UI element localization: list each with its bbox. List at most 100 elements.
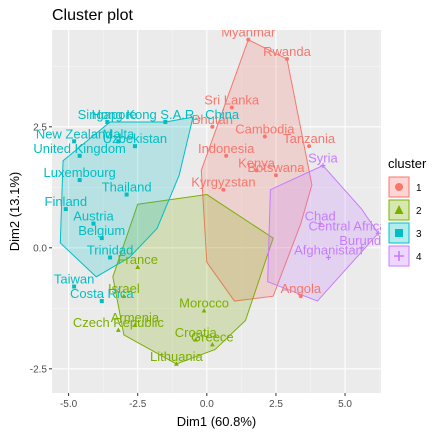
cluster-3-point <box>163 119 168 124</box>
cluster-3-point <box>124 192 129 197</box>
cluster-2-point <box>193 337 199 342</box>
cluster-3-point <box>77 178 82 183</box>
cluster-1-point <box>246 37 251 42</box>
cluster-4-point <box>320 163 326 169</box>
cluster-3-point <box>63 207 68 212</box>
cluster-4-point-label: Chad <box>305 209 336 224</box>
cluster-2-point-label: Croatia <box>175 325 218 340</box>
cluster-1-point <box>224 153 229 158</box>
cluster-4-point-label: Central African Republic <box>309 218 445 233</box>
cluster-1-point <box>229 105 234 110</box>
cluster-1-point-label: Sri Lanka <box>204 92 260 107</box>
cluster-4-point-label: Afghanistan <box>294 242 363 257</box>
cluster-3-point-label: Finland <box>45 194 88 209</box>
legend-label-1: 1 <box>416 183 422 194</box>
legend-square-icon <box>395 229 403 237</box>
cluster-3-point-label: Malta <box>102 126 135 141</box>
legend-label-2: 2 <box>416 206 422 217</box>
cluster-1-point-label: Bhutan <box>192 112 233 127</box>
x-tick-label: 2.5 <box>269 399 283 410</box>
cluster-3-point-label: Costa Rica <box>70 286 134 301</box>
cluster-1-point-label: Cambodia <box>235 121 295 136</box>
cluster-4-point <box>359 245 365 251</box>
cluster-1-point <box>210 124 215 129</box>
cluster-2-point-label: Lithuania <box>150 349 204 364</box>
cluster-3-point <box>99 299 104 304</box>
cluster-3-point <box>108 255 113 260</box>
cluster-4-point <box>325 254 331 260</box>
cluster-3-point <box>91 221 96 226</box>
cluster-1-point-label: Kenya <box>238 155 276 170</box>
cluster-3-point <box>72 284 77 289</box>
cluster-2-hull <box>112 194 274 365</box>
cluster-1-point <box>307 144 312 149</box>
legend-label-3: 3 <box>416 229 422 240</box>
cluster-2-point <box>115 327 121 332</box>
cluster-3-point-label: Trinidad <box>87 242 133 257</box>
plot-panel <box>52 30 381 393</box>
cluster-1-point <box>221 187 226 192</box>
cluster-1-point-label: Myanmar <box>221 25 276 40</box>
cluster-3-point-label: Singapore <box>78 107 137 122</box>
cluster-2-point-label: France <box>117 252 157 267</box>
cluster-2-point <box>135 264 141 269</box>
x-axis-title: Dim1 (60.8%) <box>177 414 256 429</box>
cluster-1-point-label: Tanzania <box>283 131 336 146</box>
legend-cross-icon <box>394 251 404 261</box>
y-tick-label: -2.5 <box>30 364 48 375</box>
cluster-3-point-label: New Zealand <box>36 126 113 141</box>
cluster-3-point-label: United Kingdom <box>33 141 126 156</box>
cluster-1-point-label: Indonesia <box>198 141 255 156</box>
cluster-3-point-label: Taiwan <box>54 272 94 287</box>
cluster-4-point-label: Burundi <box>339 233 384 248</box>
chart-title: Cluster plot <box>52 7 133 24</box>
cluster-2-point <box>121 293 127 298</box>
cluster-1-point-label: Angola <box>281 281 322 296</box>
cluster-3-point <box>132 144 137 149</box>
cluster-1-point-label: Botswana <box>247 160 305 175</box>
cluster-2-point-label: Morocco <box>179 296 229 311</box>
legend-label-4: 4 <box>416 252 422 263</box>
cluster-1-point-label: Rwanda <box>263 44 311 59</box>
x-tick-label: -2.5 <box>129 399 147 410</box>
x-tick-label: 5.0 <box>338 399 352 410</box>
cluster-4-point <box>375 230 381 236</box>
cluster-3-point-label: Hong Kong S.A.R., China <box>92 107 240 122</box>
cluster-2-point-label: Czech Republic <box>73 315 165 330</box>
y-tick-label: 2.5 <box>33 122 47 133</box>
cluster-2-point <box>174 361 179 366</box>
cluster-1-point <box>254 168 259 173</box>
cluster-1-point <box>285 57 289 62</box>
legend-circle-icon <box>395 183 403 191</box>
cluster-2-point-label: Israel <box>108 281 140 296</box>
cluster-1-point <box>262 134 267 139</box>
cluster-3-point <box>77 153 82 158</box>
cluster-4-point <box>317 221 323 227</box>
cluster-4-hull <box>267 164 379 302</box>
y-tick-label: 0.0 <box>33 243 47 254</box>
cluster-3-point-label: Thailand <box>102 180 152 195</box>
cluster-3-point <box>72 139 77 144</box>
cluster-3-point <box>105 119 110 124</box>
cluster-4-point-label: Syria <box>308 151 338 166</box>
cluster-1-point <box>273 173 278 178</box>
cluster-3-point <box>116 139 121 144</box>
cluster-3-point-label: Belgium <box>78 223 125 238</box>
x-tick-label: -5.0 <box>60 399 78 410</box>
cluster-2-point <box>209 342 215 347</box>
cluster-3-point-label: Uzbekistan <box>103 131 167 146</box>
cluster-3-hull <box>59 116 194 278</box>
cluster-3-point-label: Austria <box>73 209 114 224</box>
x-tick-label: 0.0 <box>200 399 214 410</box>
cluster-3-point <box>99 236 104 241</box>
cluster-1-point-label: Kyrgyzstan <box>191 175 255 190</box>
cluster-2-point <box>201 308 207 313</box>
legend-triangle-icon <box>394 205 404 214</box>
y-axis-title: Dim2 (13.1%) <box>7 172 22 251</box>
cluster-3-point-label: Luxembourg <box>44 165 116 180</box>
legend-title: cluster <box>388 156 427 171</box>
cluster-1-point <box>298 294 303 299</box>
cluster-2-point-label: Armenia <box>111 310 160 325</box>
